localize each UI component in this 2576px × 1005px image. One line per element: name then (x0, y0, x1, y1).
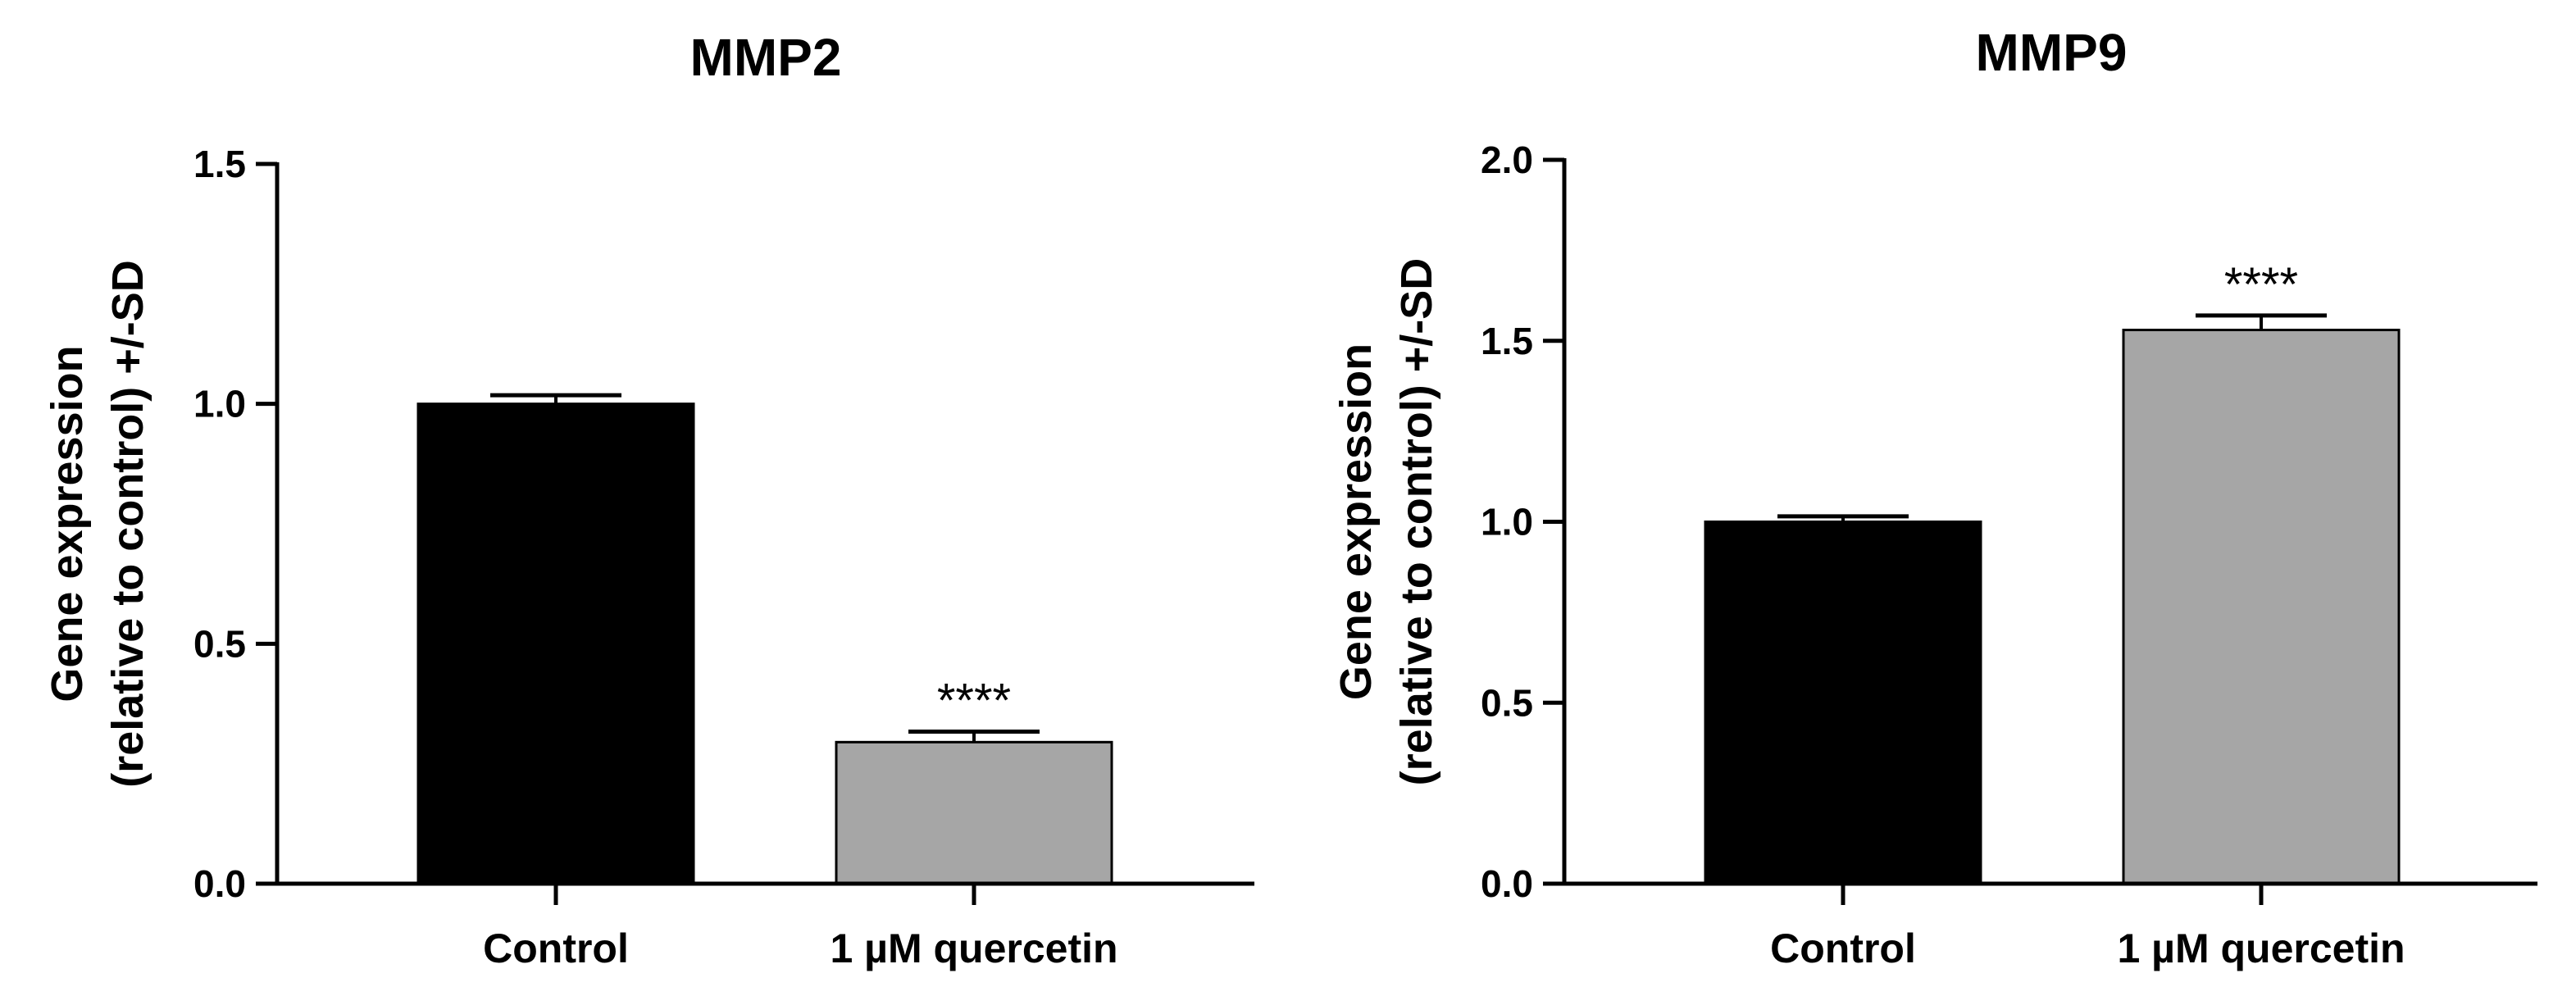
chart-title: MMP2 (690, 28, 842, 87)
y-tick-label: 1.5 (193, 143, 246, 185)
y-tick-label: 1.5 (1481, 320, 1533, 362)
chart-panel-mmp2: MMP2 Gene expression (relative to control)… (43, 28, 1254, 971)
y-tick-label: 0.5 (193, 622, 246, 665)
y-axis-label-line-2: (relative to control) +/-SD (103, 260, 152, 788)
bar-1 (2122, 329, 2401, 885)
y-tick-label: 0.0 (1481, 862, 1533, 905)
significance-label: **** (2224, 258, 2298, 312)
bar-0 (416, 402, 695, 885)
category-label: 1 µM quercetin (830, 925, 1117, 971)
y-axis-label-line-1: Gene expression (1331, 343, 1381, 700)
y-tick-label: 0.0 (193, 862, 246, 905)
y-tick-label: 1.0 (193, 383, 246, 425)
y-tick-label: 1.0 (1481, 501, 1533, 543)
bar-1 (835, 740, 1113, 885)
chart-title: MMP9 (1976, 23, 2128, 82)
chart-panel-mmp9: MMP9 Gene expression (relative to control)… (1331, 23, 2537, 971)
bar-0 (1704, 521, 1982, 885)
significance-label: **** (937, 674, 1011, 727)
y-axis-label-line-1: Gene expression (43, 345, 92, 702)
category-label: Control (1770, 925, 1916, 971)
category-label: Control (483, 925, 629, 971)
y-tick-label: 0.5 (1481, 681, 1533, 724)
y-axis-label-line-2: (relative to control) +/-SD (1392, 258, 1441, 786)
y-tick-label: 2.0 (1481, 139, 1533, 181)
category-label: 1 µM quercetin (2117, 925, 2405, 971)
